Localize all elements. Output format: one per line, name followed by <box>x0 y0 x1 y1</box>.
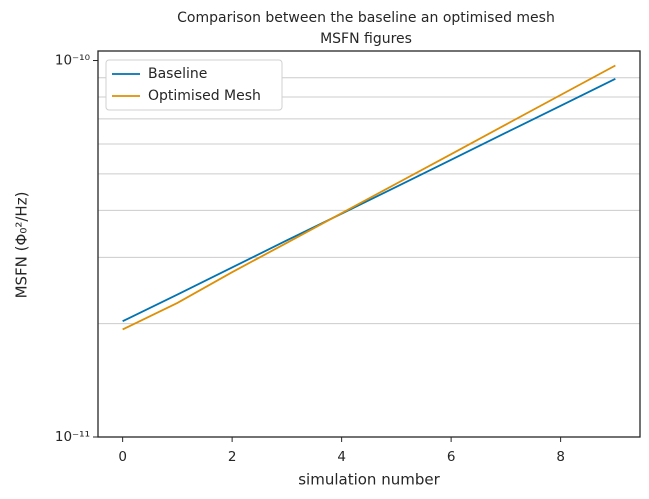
x-tick-label: 6 <box>447 449 456 465</box>
x-tick-label: 2 <box>228 449 237 465</box>
x-tick-label: 0 <box>118 449 127 465</box>
x-tick-label: 4 <box>337 449 346 465</box>
x-tick-label: 8 <box>556 449 565 465</box>
legend-label: Baseline <box>148 66 207 82</box>
line-series <box>122 78 616 323</box>
x-axis-label: simulation number <box>298 471 440 489</box>
y-axis-label: MSFN (Φ₀²/Hz) <box>13 192 31 299</box>
line-series <box>122 64 616 331</box>
chart-title: MSFN figures <box>320 31 412 47</box>
legend-box <box>105 59 283 111</box>
y-tick-label: 10⁻¹¹ <box>55 429 90 445</box>
y-tick-label: 10⁻¹⁰ <box>55 53 90 69</box>
plot-frame <box>97 50 641 438</box>
legend-label: Optimised Mesh <box>148 88 261 104</box>
chart-title: Comparison between the baseline an optim… <box>177 10 555 26</box>
